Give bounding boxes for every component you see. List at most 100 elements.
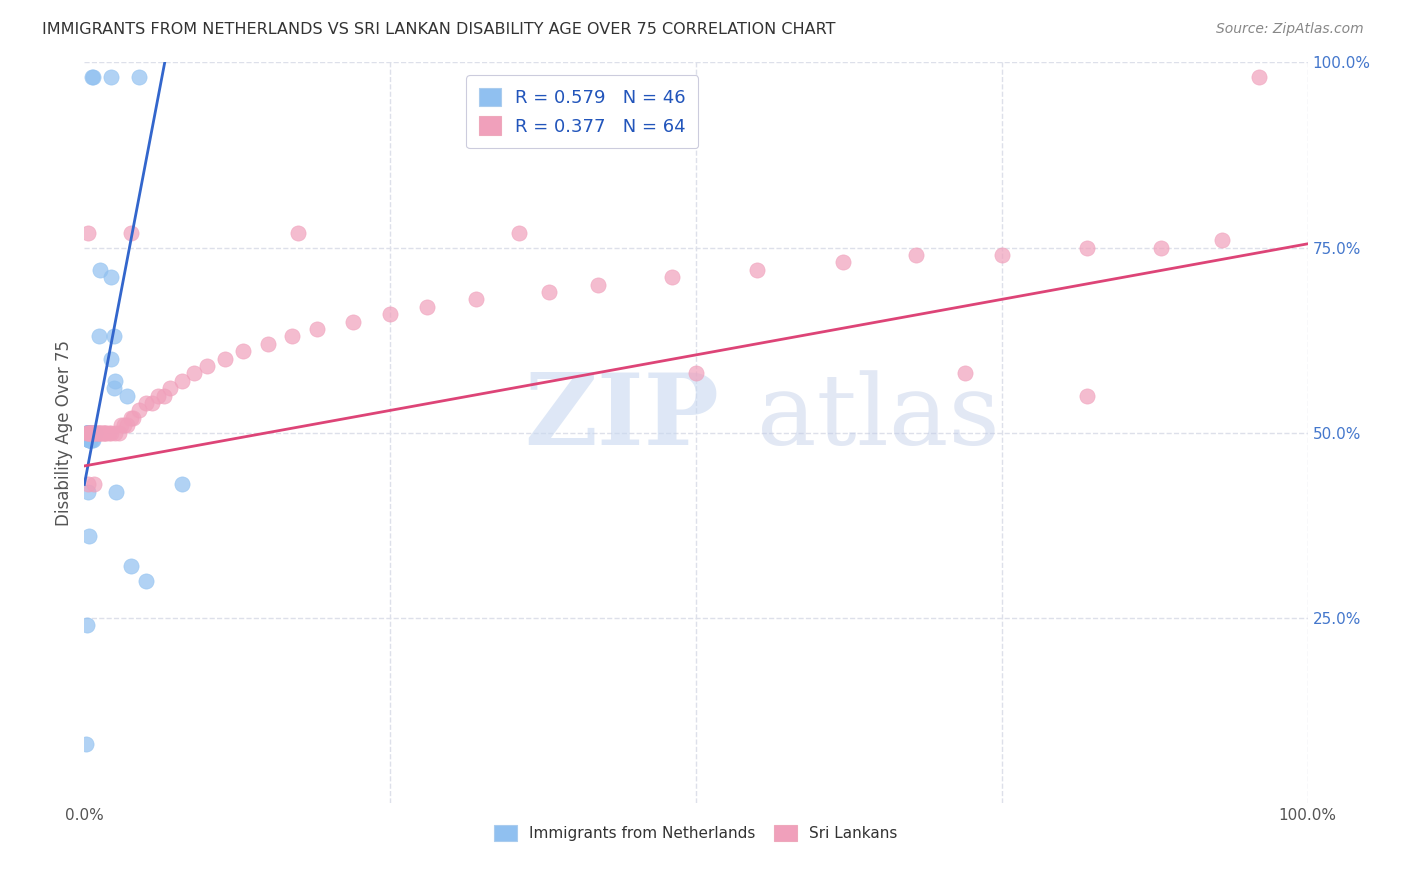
Point xyxy=(77,433,100,447)
Point xyxy=(77,425,100,440)
Point xyxy=(84,425,107,440)
Point xyxy=(76,425,98,440)
Point xyxy=(747,262,769,277)
Text: Source: ZipAtlas.com: Source: ZipAtlas.com xyxy=(1216,22,1364,37)
Point xyxy=(76,425,98,440)
Point xyxy=(77,425,100,440)
Point xyxy=(380,307,402,321)
Point xyxy=(93,425,115,440)
Point xyxy=(100,425,122,440)
Point xyxy=(77,425,100,440)
Point xyxy=(104,374,127,388)
Point xyxy=(79,433,101,447)
Point xyxy=(120,558,142,573)
Point xyxy=(120,226,142,240)
Point xyxy=(183,367,205,381)
Point xyxy=(90,425,112,440)
Point xyxy=(77,484,100,499)
Point xyxy=(87,329,110,343)
Point xyxy=(172,477,194,491)
Point xyxy=(508,226,530,240)
Point xyxy=(82,433,104,447)
Point xyxy=(1076,240,1098,255)
Point xyxy=(83,477,105,491)
Point xyxy=(103,329,125,343)
Point xyxy=(122,410,145,425)
Point xyxy=(195,359,218,373)
Point xyxy=(105,484,128,499)
Point xyxy=(79,425,101,440)
Point xyxy=(76,425,98,440)
Point xyxy=(75,425,97,440)
Point xyxy=(153,388,176,402)
Point xyxy=(100,270,122,285)
Point xyxy=(100,351,122,366)
Point xyxy=(80,70,103,85)
Point xyxy=(82,425,104,440)
Point xyxy=(96,425,118,440)
Point xyxy=(82,425,104,440)
Point xyxy=(831,255,853,269)
Point xyxy=(342,314,364,328)
Point xyxy=(79,433,101,447)
Point xyxy=(100,70,122,85)
Point xyxy=(416,300,439,314)
Point xyxy=(89,425,111,440)
Point xyxy=(80,433,103,447)
Point xyxy=(75,737,97,751)
Point xyxy=(77,529,100,543)
Point xyxy=(287,226,309,240)
Point xyxy=(538,285,561,299)
Point xyxy=(79,425,101,440)
Legend: Immigrants from Netherlands, Sri Lankans: Immigrants from Netherlands, Sri Lankans xyxy=(488,819,904,847)
Point xyxy=(77,425,100,440)
Point xyxy=(146,388,169,402)
Point xyxy=(128,403,150,417)
Point xyxy=(172,374,194,388)
Point xyxy=(89,262,111,277)
Point xyxy=(1247,70,1270,85)
Point xyxy=(79,425,101,440)
Point xyxy=(77,433,100,447)
Point xyxy=(77,425,100,440)
Point xyxy=(128,70,150,85)
Point xyxy=(94,425,117,440)
Y-axis label: Disability Age Over 75: Disability Age Over 75 xyxy=(55,340,73,525)
Point xyxy=(77,477,100,491)
Point xyxy=(115,418,138,433)
Point xyxy=(586,277,609,292)
Point xyxy=(905,248,928,262)
Point xyxy=(77,226,100,240)
Point xyxy=(76,618,98,632)
Point xyxy=(1211,233,1233,247)
Point xyxy=(232,344,254,359)
Point xyxy=(159,381,181,395)
Point xyxy=(76,425,98,440)
Point xyxy=(87,425,110,440)
Point xyxy=(110,418,132,433)
Text: IMMIGRANTS FROM NETHERLANDS VS SRI LANKAN DISABILITY AGE OVER 75 CORRELATION CHA: IMMIGRANTS FROM NETHERLANDS VS SRI LANKA… xyxy=(42,22,835,37)
Point xyxy=(135,396,157,410)
Point xyxy=(953,367,976,381)
Point xyxy=(991,248,1014,262)
Point xyxy=(79,425,101,440)
Point xyxy=(135,574,157,588)
Point xyxy=(83,425,105,440)
Point xyxy=(1076,388,1098,402)
Point xyxy=(84,425,107,440)
Point xyxy=(464,293,486,307)
Point xyxy=(120,410,142,425)
Point xyxy=(1150,240,1173,255)
Point xyxy=(214,351,236,366)
Point xyxy=(86,425,108,440)
Point xyxy=(77,425,100,440)
Point xyxy=(685,367,707,381)
Point xyxy=(112,418,135,433)
Point xyxy=(115,388,138,402)
Point xyxy=(77,425,100,440)
Point xyxy=(83,425,105,440)
Point xyxy=(104,425,127,440)
Point xyxy=(80,425,103,440)
Point xyxy=(91,425,114,440)
Point xyxy=(141,396,163,410)
